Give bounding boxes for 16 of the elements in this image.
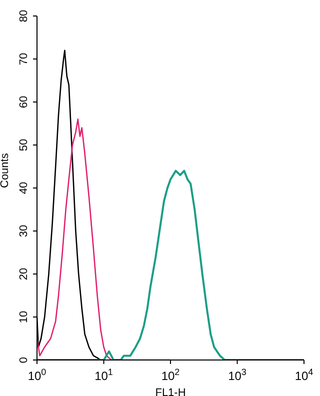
x-tick-label: 10$^{0}$	[28, 367, 46, 383]
y-axis-title: Counts	[0, 152, 11, 188]
x-tick-label: 10$^{2}$	[161, 367, 180, 383]
y-tick-label: 10	[18, 310, 30, 324]
y-tick-label: 60	[18, 96, 30, 108]
y-tick-label: 40	[18, 182, 30, 194]
x-tick-label: 10$^{4}$	[294, 367, 314, 383]
x-tick-label: 10$^{1}$	[94, 367, 113, 383]
y-tick-label: 30	[18, 224, 30, 238]
y-tick-label: 20	[18, 268, 30, 280]
y-tick-label: 70	[18, 52, 30, 66]
y-tick-label: 80	[18, 10, 30, 22]
x-axis-title: FL1-H	[155, 387, 186, 396]
y-tick-label: 0	[18, 356, 30, 364]
x-tick-label: 10$^{3}$	[228, 367, 246, 383]
y-tick-label: 50	[18, 138, 30, 152]
